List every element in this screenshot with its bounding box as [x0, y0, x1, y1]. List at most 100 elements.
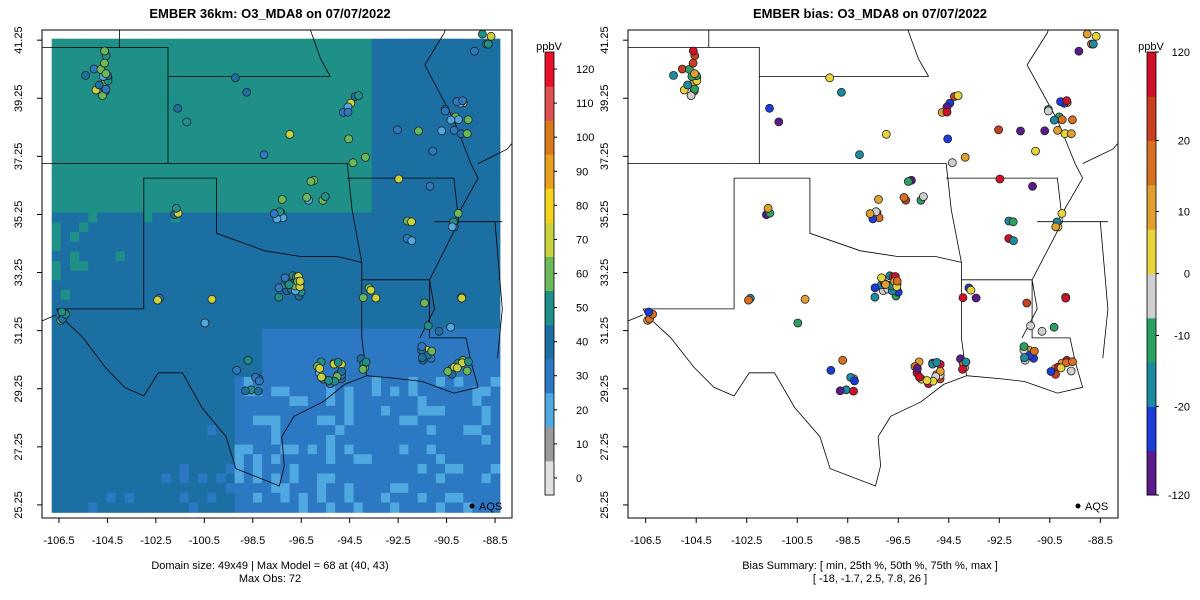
model-cell — [170, 183, 181, 194]
model-cell — [88, 106, 98, 117]
model-cell — [51, 270, 62, 281]
aqs-station — [932, 357, 942, 367]
model-cell — [371, 483, 382, 494]
model-cell — [198, 48, 208, 59]
model-cell — [289, 241, 300, 252]
model-cell — [399, 463, 409, 475]
model-cell — [134, 338, 144, 349]
model-cell — [280, 376, 291, 388]
model-cell — [152, 454, 162, 465]
x-tick-label: -102.5 — [140, 535, 171, 547]
model-cell — [399, 261, 409, 272]
model-cell — [298, 87, 309, 98]
model-cell — [472, 222, 483, 233]
model-cell — [79, 270, 89, 281]
model-cell — [353, 96, 364, 107]
model-cell — [316, 164, 327, 175]
model-cell — [490, 318, 501, 330]
model-cell — [143, 347, 153, 359]
model-cell — [115, 309, 126, 320]
model-cell — [124, 376, 135, 388]
model-cell — [106, 67, 117, 78]
model-cell — [170, 164, 181, 175]
model-cell — [188, 232, 199, 243]
model-cell — [198, 77, 208, 88]
aqs-station — [688, 46, 698, 56]
model-cell — [399, 38, 409, 49]
model-cell — [51, 58, 62, 69]
model-cell — [51, 67, 62, 78]
model-cell — [390, 357, 400, 368]
model-cell — [188, 338, 199, 349]
model-cell — [371, 270, 382, 281]
model-cell — [262, 58, 272, 69]
model-cell — [243, 299, 254, 310]
model-cell — [134, 58, 144, 69]
left-footer-domain: Domain size: 49x49 | Max Model = 68 at (… — [151, 560, 389, 572]
model-cell — [207, 280, 217, 291]
model-cell — [88, 261, 98, 272]
model-cell — [371, 67, 382, 78]
model-cell — [472, 444, 483, 455]
model-cell — [234, 386, 245, 397]
aqs-station — [958, 364, 967, 374]
model-cell — [435, 212, 446, 223]
model-cell — [390, 164, 400, 175]
model-cell — [280, 154, 291, 165]
model-cell — [435, 174, 446, 185]
model-cell — [399, 241, 409, 252]
model-cell — [454, 135, 464, 146]
model-cell — [399, 145, 409, 156]
model-cell — [445, 241, 455, 252]
model-cell — [472, 483, 483, 494]
model-cell — [79, 454, 89, 465]
model-cell — [326, 38, 336, 49]
model-cell — [115, 203, 126, 214]
aqs-station — [486, 20, 494, 28]
state-line — [734, 163, 962, 263]
model-cell — [435, 502, 446, 513]
model-cell — [70, 280, 80, 291]
model-cell — [97, 232, 108, 243]
model-cell — [463, 309, 473, 320]
model-cell — [435, 415, 446, 426]
model-cell — [371, 357, 382, 368]
model-cell — [134, 164, 144, 175]
model-cell — [188, 405, 199, 417]
model-cell — [371, 183, 382, 194]
model-cell — [472, 328, 483, 339]
model-cell — [371, 318, 382, 330]
model-cell — [371, 193, 382, 204]
model-cell — [289, 299, 300, 310]
model-cell — [371, 174, 382, 185]
model-cell — [70, 270, 80, 281]
aqs-legend-marker — [1075, 503, 1081, 509]
model-cell — [454, 280, 464, 291]
model-cell — [271, 67, 281, 78]
model-cell — [390, 96, 400, 107]
model-cell — [115, 251, 126, 262]
model-cell — [435, 193, 446, 204]
model-cell — [152, 338, 162, 349]
model-cell — [106, 116, 117, 127]
model-cell — [316, 434, 327, 446]
model-cell — [463, 289, 473, 301]
model-cell — [381, 135, 391, 146]
model-cell — [390, 241, 400, 252]
colorbar-tick-label: 50 — [576, 303, 588, 315]
model-cell — [435, 154, 446, 165]
colorbar-segment — [1147, 317, 1156, 363]
model-cell — [106, 367, 117, 378]
model-cell — [262, 367, 272, 378]
model-cell — [179, 289, 190, 301]
model-cell — [481, 174, 492, 185]
model-cell — [307, 67, 318, 78]
model-cell — [316, 415, 327, 426]
model-cell — [426, 425, 437, 436]
model-cell — [225, 96, 236, 107]
model-cell — [70, 174, 80, 185]
model-cell — [88, 96, 98, 107]
model-cell — [408, 444, 419, 455]
model-cell — [262, 261, 272, 272]
model-cell — [335, 415, 345, 426]
